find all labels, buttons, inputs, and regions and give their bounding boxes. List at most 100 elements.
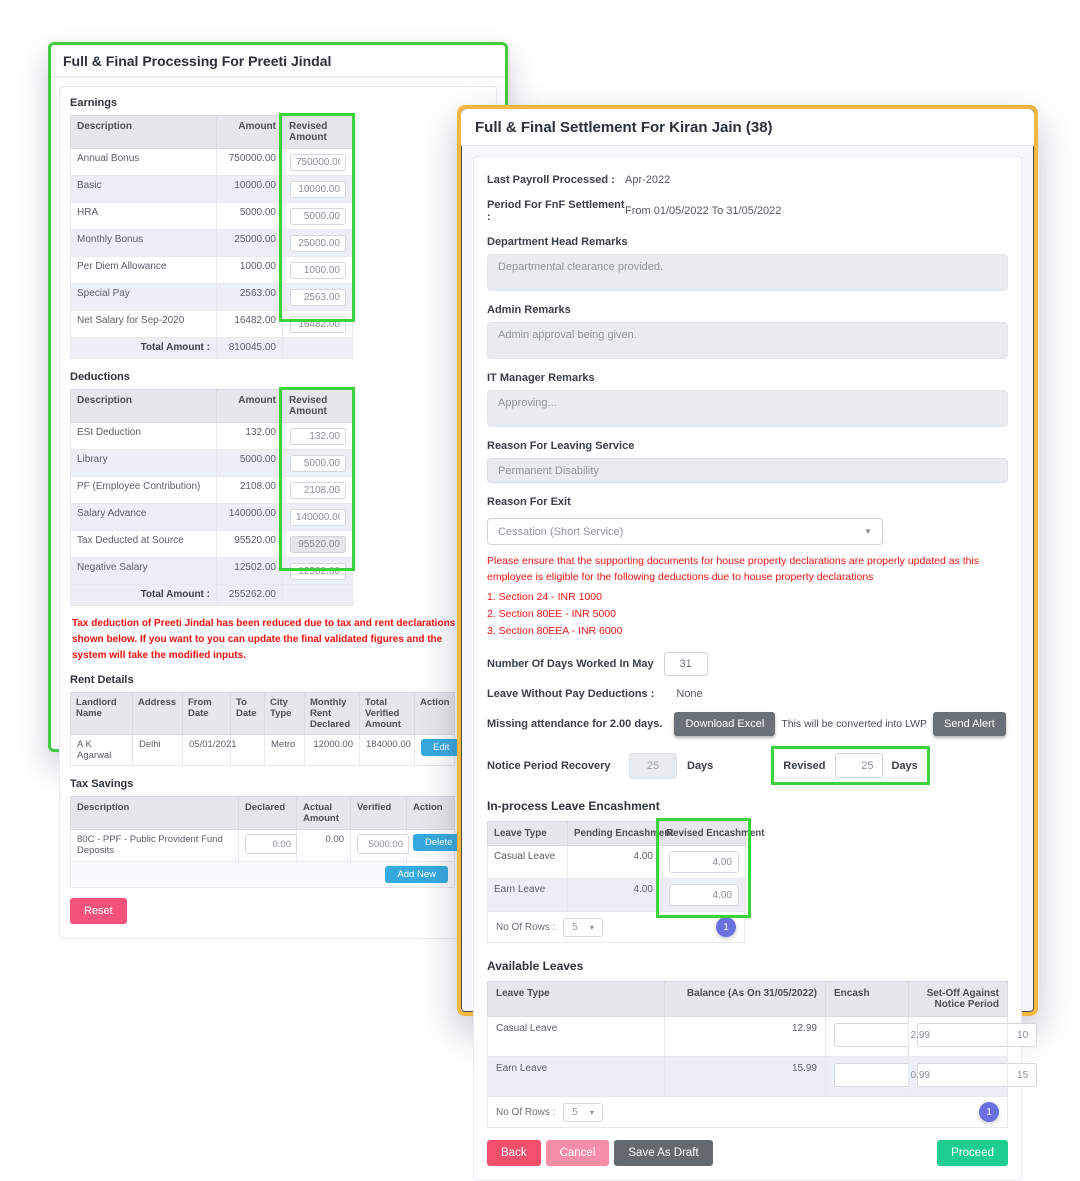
revised-amount-input[interactable]	[290, 428, 346, 445]
no-of-rows-select[interactable]: 5 ▾	[563, 1102, 603, 1122]
revised-amount-input[interactable]	[290, 455, 346, 472]
it-remarks-label: IT Manager Remarks	[487, 372, 595, 384]
table-row: Negative Salary 12502.00	[70, 557, 353, 585]
col-header: Actual Amount	[296, 796, 351, 830]
cell-leave-type: Earn Leave	[487, 878, 568, 913]
total-row: Total Amount : 810045.00	[70, 337, 353, 359]
available-leaves-table: Leave Type Balance (As On 31/05/2022) En…	[487, 981, 1038, 1098]
earnings-table: Description Amount Revised Amount Annual…	[70, 115, 353, 359]
house-property-item: 1. Section 24 - INR 1000	[487, 590, 602, 603]
reset-button[interactable]: Reset	[70, 898, 127, 924]
cell-desc: Special Pay	[70, 283, 217, 311]
cell-balance: 12.99	[663, 1016, 826, 1058]
revised-amount-input[interactable]	[290, 181, 346, 198]
col-header: Amount	[216, 389, 283, 423]
revised-amount-input[interactable]	[290, 482, 346, 499]
col-header: Description	[70, 115, 217, 149]
table-row: Tax Deducted at Source 95520.00	[70, 530, 353, 558]
download-excel-button[interactable]: Download Excel	[674, 712, 776, 737]
total-value: 255262.00	[216, 584, 283, 606]
reason-leaving-input[interactable]	[487, 458, 1008, 483]
admin-remarks-label: Admin Remarks	[487, 304, 571, 316]
col-header: Action	[406, 796, 455, 830]
no-of-rows-select[interactable]: 5 ▾	[563, 917, 603, 937]
left-panel-title: Full & Final Processing For Preeti Jinda…	[51, 45, 505, 78]
col-header: Revised Amount	[282, 115, 353, 149]
revised-notice-input[interactable]	[834, 753, 883, 779]
cell-actual-amount: 0.00	[296, 829, 351, 862]
tax-savings-row: 80C - PPF - Public Provident Fund Deposi…	[70, 829, 465, 862]
house-property-item: 3. Section 80EEA - INR 6000	[487, 625, 623, 638]
rent-details-table: Landlord Name Address From Date To Date …	[70, 692, 462, 766]
setoff-input[interactable]	[917, 1023, 1038, 1048]
days-worked-label: Number Of Days Worked In May	[487, 658, 654, 671]
col-header: Leave Type	[487, 821, 568, 847]
col-header: Action	[414, 692, 455, 735]
cell-desc: 80C - PPF - Public Provident Fund Deposi…	[70, 829, 239, 862]
declared-input[interactable]	[245, 834, 297, 854]
col-header: Leave Type	[487, 981, 665, 1018]
back-button[interactable]: Back	[487, 1140, 541, 1167]
cell-desc: PF (Employee Contribution)	[70, 476, 217, 504]
it-remarks-textarea[interactable]: Approving...	[487, 390, 1008, 427]
last-payroll-row: Last Payroll Processed : Apr-2022	[487, 174, 1008, 186]
available-table-footer: No Of Rows : 5 ▾ 1	[487, 1097, 1008, 1129]
cell-balance: 15.99	[663, 1056, 826, 1098]
cell-from-date: 05/01/2021	[182, 734, 237, 766]
left-panel-card: Earnings Description Amount Revised Amou…	[59, 86, 497, 939]
col-header: Revised Amount	[282, 389, 353, 423]
revised-encashment-input[interactable]	[669, 851, 739, 874]
revised-amount-input[interactable]	[290, 154, 346, 171]
pagination-page-1[interactable]: 1	[979, 1102, 999, 1123]
cell-amount: 750000.00	[216, 148, 283, 176]
col-header: City Type	[264, 692, 305, 735]
table-row: Casual Leave 4.00	[487, 845, 746, 880]
verified-input[interactable]	[357, 834, 409, 854]
revised-amount-input[interactable]	[290, 563, 346, 580]
cell-desc: Monthly Bonus	[70, 229, 217, 257]
revised-amount-input[interactable]	[290, 235, 346, 252]
revised-amount-input[interactable]	[290, 262, 346, 279]
proceed-button[interactable]: Proceed	[937, 1140, 1008, 1167]
revised-amount-input[interactable]	[290, 509, 346, 526]
panel-fnf-processing: Full & Final Processing For Preeti Jinda…	[48, 42, 508, 939]
send-alert-button[interactable]: Send Alert	[933, 712, 1006, 737]
reason-for-exit-select[interactable]: Cessation (Short Service) ▼	[487, 518, 883, 545]
tax-deduction-warning: Tax deduction of Preeti Jindal has been …	[72, 618, 456, 661]
cancel-button[interactable]: Cancel	[545, 1140, 610, 1167]
cell-amount: 12502.00	[216, 557, 283, 585]
table-row: HRA 5000.00	[70, 202, 353, 230]
inprocess-table: Leave Type Pending Encashment Revised En…	[487, 821, 765, 913]
add-new-button[interactable]: Add New	[385, 866, 448, 883]
table-row: Per Diem Allowance 1000.00	[70, 256, 353, 284]
dept-remarks-textarea[interactable]: Departmental clearance provided.	[487, 254, 1008, 291]
rent-row: A K Agarwal Delhi 05/01/2021 Metro 12000…	[70, 734, 462, 766]
revised-amount-input[interactable]	[290, 208, 346, 225]
edit-button[interactable]: Edit	[421, 739, 462, 756]
revised-amount-input[interactable]	[290, 316, 346, 333]
annotation-box-revised-notice: Revised Days	[771, 746, 930, 786]
revised-amount-input[interactable]	[290, 289, 346, 306]
chevron-down-icon: ▾	[589, 1107, 594, 1117]
col-header: Description	[70, 796, 239, 830]
pagination-page-1[interactable]: 1	[716, 917, 736, 938]
col-header: To Date	[230, 692, 265, 735]
inprocess-heading: In-process Leave Encashment	[487, 799, 660, 814]
col-header: Monthly Rent Declared	[304, 692, 360, 735]
fnf-period-row: Period For FnF Settlement : From 01/05/2…	[487, 199, 1008, 223]
deductions-table-wrap: Description Amount Revised Amount ESI De…	[70, 387, 355, 606]
revised-encashment-input[interactable]	[669, 884, 739, 907]
panel-fnf-settlement: Full & Final Settlement For Kiran Jain (…	[457, 105, 1038, 1181]
cell-amount: 132.00	[216, 422, 283, 450]
cell-leave-type: Earn Leave	[487, 1056, 665, 1098]
no-of-rows-value: 5	[572, 921, 578, 933]
save-as-draft-button[interactable]: Save As Draft	[614, 1140, 713, 1167]
delete-button[interactable]: Delete	[413, 834, 465, 851]
lwp-deductions-row: Leave Without Pay Deductions : None	[487, 688, 1008, 700]
days-worked-input[interactable]	[663, 652, 708, 677]
setoff-input[interactable]	[917, 1063, 1038, 1088]
col-header: Set-Off Against Notice Period	[908, 981, 1008, 1018]
admin-remarks-textarea[interactable]: Admin approval being given.	[487, 322, 1008, 359]
total-label: Total Amount :	[70, 584, 217, 606]
last-payroll-label: Last Payroll Processed :	[487, 174, 615, 186]
